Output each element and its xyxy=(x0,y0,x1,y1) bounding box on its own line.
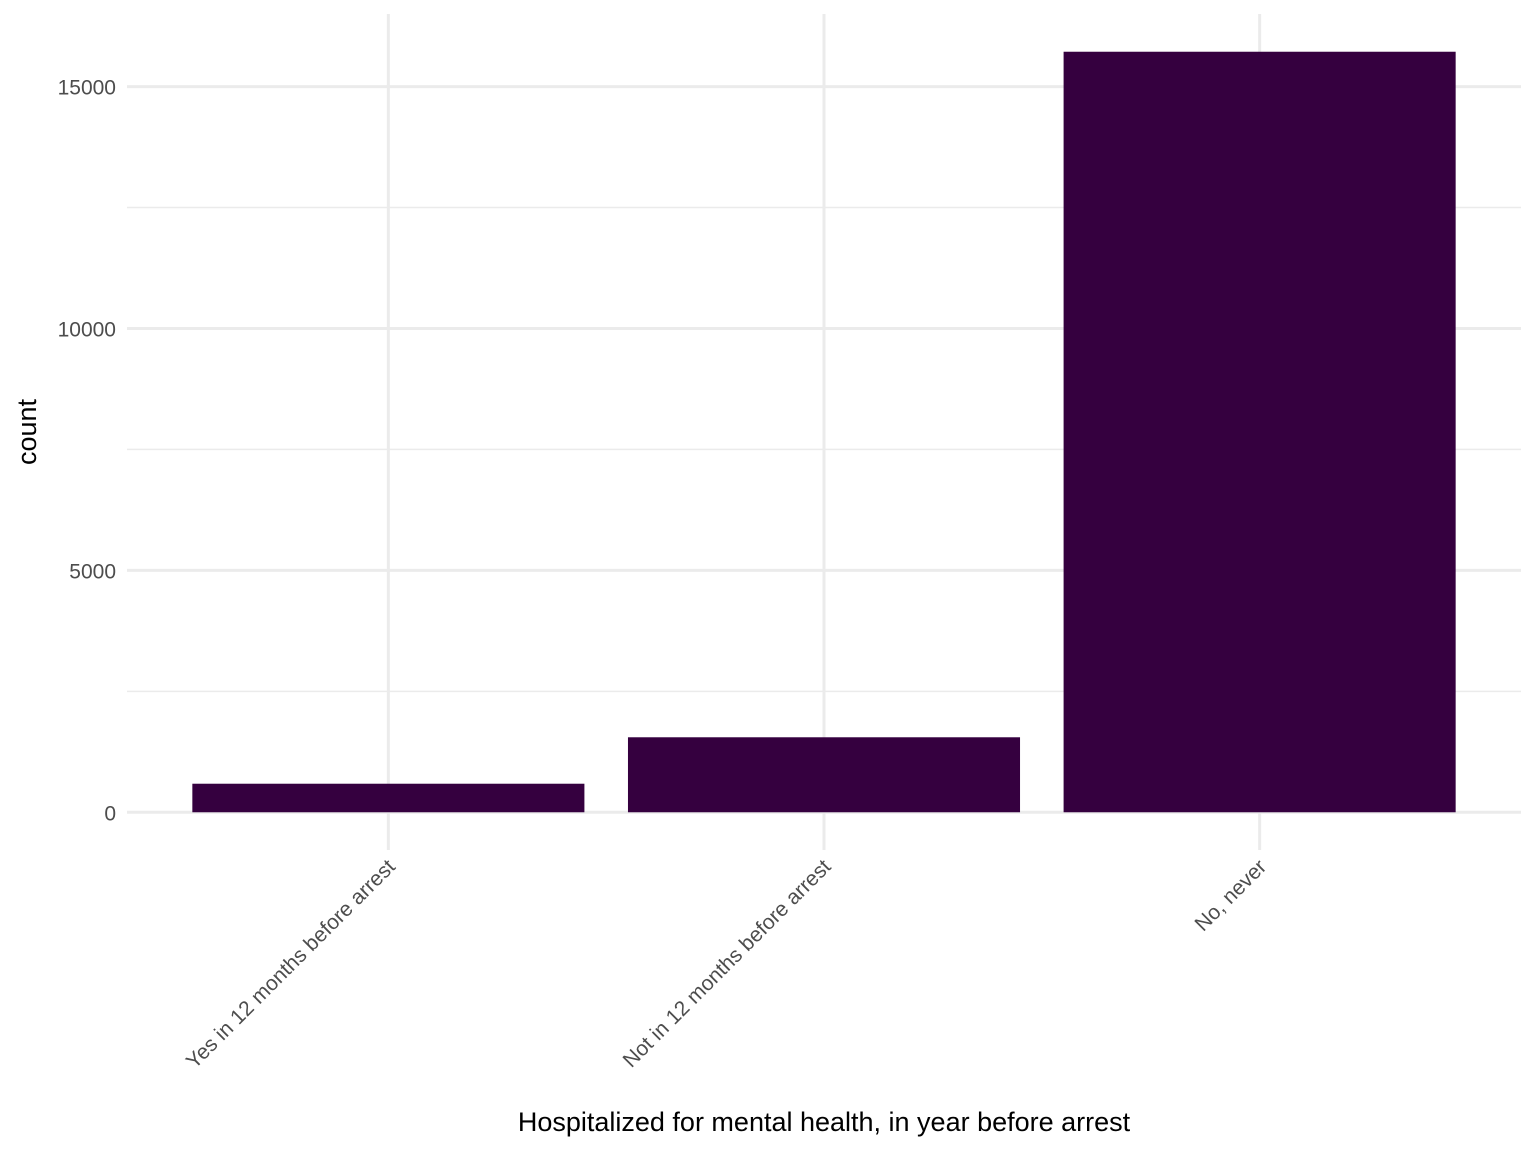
x-tick-label: Yes in 12 months before arrest xyxy=(182,855,400,1073)
x-axis-tick-labels: Yes in 12 months before arrest Not in 12 … xyxy=(182,855,1271,1073)
y-tick-label: 10000 xyxy=(58,318,116,341)
x-axis-title: Hospitalized for mental health, in year … xyxy=(518,1107,1131,1137)
bars xyxy=(192,51,1456,813)
y-axis-title: count xyxy=(12,398,42,465)
bar xyxy=(192,783,585,813)
y-tick-label: 0 xyxy=(104,802,116,825)
x-tick-label: No, never xyxy=(1191,855,1272,936)
y-tick-label: 15000 xyxy=(58,77,116,100)
y-tick-label: 5000 xyxy=(69,560,116,583)
bar xyxy=(627,737,1021,813)
y-axis-tick-labels: 0 5000 10000 15000 xyxy=(58,77,116,826)
x-tick-label: Not in 12 months before arrest xyxy=(619,855,836,1072)
bar xyxy=(1063,51,1456,813)
